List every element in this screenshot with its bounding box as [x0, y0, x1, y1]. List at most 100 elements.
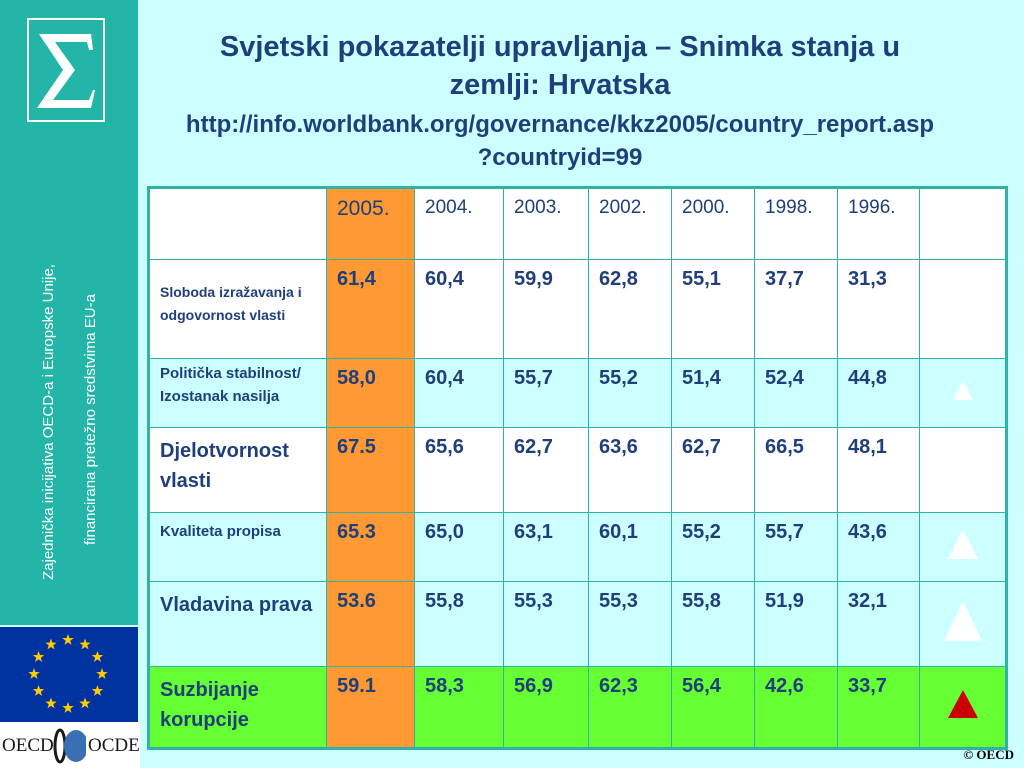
- header-trend-cell: [919, 187, 1007, 260]
- value-1996: 32,1: [837, 581, 920, 667]
- value-2000: 55,2: [671, 512, 755, 582]
- value-2003: 55,3: [503, 581, 589, 667]
- value-1998: 51,9: [754, 581, 838, 667]
- eu-star-icon: [62, 702, 74, 713]
- value-2003: 63,1: [503, 512, 589, 582]
- value-2004: 65,0: [414, 512, 504, 582]
- eu-star-icon: [32, 651, 45, 662]
- year-header-2003: 2003.: [503, 187, 589, 260]
- sigma-icon: [37, 34, 95, 108]
- value-2005: 61,4: [326, 259, 415, 359]
- value-1998: 37,7: [754, 259, 838, 359]
- value-2004: 55,8: [414, 581, 504, 667]
- value-1998: 52,4: [754, 358, 838, 428]
- value-2004: 60,4: [414, 358, 504, 428]
- year-header-2000: 2000.: [671, 187, 755, 260]
- eu-star-icon: [45, 638, 57, 650]
- value-1996: 43,6: [837, 512, 920, 582]
- row-label: Politička stabilnost/ Izostanak nasilja: [148, 358, 327, 428]
- value-2004: 58,3: [414, 666, 504, 749]
- value-1996: 48,1: [837, 427, 920, 513]
- value-2003: 62,7: [503, 427, 589, 513]
- value-2004: 60,4: [414, 259, 504, 359]
- eu-star-icon: [91, 685, 104, 696]
- value-2002: 55,3: [588, 581, 672, 667]
- url-line-2[interactable]: ?countryid=99: [477, 144, 643, 171]
- value-2005: 65.3: [326, 512, 415, 582]
- trend-cell: [919, 358, 1007, 428]
- value-1998: 55,7: [754, 512, 838, 582]
- oecd-emblem-icon: [53, 728, 86, 764]
- oecd-logo: OECD OCDE: [0, 722, 140, 768]
- source-url[interactable]: http://info.worldbank.org/governance/kkz…: [150, 108, 970, 174]
- row-label: Kvaliteta propisa: [148, 512, 327, 582]
- value-1996: 31,3: [837, 259, 920, 359]
- table-row: Djelotvornost vlasti 67.5 65,6 62,7 63,6…: [148, 427, 1007, 513]
- value-2002: 62,8: [588, 259, 672, 359]
- value-1996: 44,8: [837, 358, 920, 428]
- table-row: Vladavina prava 53.6 55,8 55,3 55,3 55,8…: [148, 581, 1007, 667]
- value-2005: 58,0: [326, 358, 415, 428]
- header-empty-cell: [148, 187, 327, 260]
- value-2000: 55,8: [671, 581, 755, 667]
- value-1998: 66,5: [754, 427, 838, 513]
- eu-star-icon: [32, 685, 45, 696]
- trend-cell: [919, 512, 1007, 582]
- sidebar: Zajednička inicijativa OECD-a i Europske…: [0, 0, 138, 625]
- eu-flag: [0, 627, 138, 722]
- value-2003: 56,9: [503, 666, 589, 749]
- title-line-1: Svjetski pokazatelji upravljanja – Snimk…: [219, 31, 901, 63]
- row-label: Djelotvornost vlasti: [148, 427, 327, 513]
- sidebar-text-line1: Zajednička inicijativa OECD-a i Europske…: [40, 264, 57, 580]
- eu-star-icon: [96, 668, 108, 679]
- eu-star-icon: [45, 697, 57, 709]
- oecd-logo-left-text: OECD: [2, 735, 54, 756]
- eu-star-icon: [28, 668, 40, 679]
- trend-cell: ↑: [919, 259, 1007, 359]
- eu-stars-icon: [28, 634, 108, 713]
- year-header-2002: 2002.: [588, 187, 672, 260]
- value-2002: 62,3: [588, 666, 672, 749]
- year-header-2004: 2004.: [414, 187, 504, 260]
- eu-star-icon: [62, 634, 74, 645]
- trend-up-red-icon: [947, 690, 978, 718]
- value-2004: 65,6: [414, 427, 504, 513]
- sidebar-text-line2: financirana pretežno sredstvima EU-a: [82, 294, 99, 545]
- table-row: Suzbijanje korupcije 59.1 58,3 56,9 62,3…: [148, 666, 1007, 749]
- trend-cell: [919, 581, 1007, 667]
- value-2000: 62,7: [671, 427, 755, 513]
- value-2005: 67.5: [326, 427, 415, 513]
- value-2005: 53.6: [326, 581, 415, 667]
- page-title: Svjetski pokazatelji upravljanja – Snimk…: [150, 28, 970, 104]
- table-row: Kvaliteta propisa 65.3 65,0 63,1 60,1 55…: [148, 512, 1007, 582]
- value-2002: 55,2: [588, 358, 672, 428]
- eu-star-icon: [79, 638, 91, 650]
- value-2000: 56,4: [671, 666, 755, 749]
- row-label: Suzbijanje korupcije: [148, 666, 327, 749]
- row-label: Sloboda izražavanja i odgovornost vlasti: [148, 259, 327, 359]
- trend-up-icon: [952, 380, 973, 400]
- url-line-1[interactable]: http://info.worldbank.org/governance/kkz…: [185, 111, 935, 138]
- title-line-2: zemlji: Hrvatska: [449, 69, 671, 101]
- value-1996: 33,7: [837, 666, 920, 749]
- table-header-row: 2005. 2004. 2003. 2002. 2000. 1998. 1996…: [148, 187, 1007, 260]
- trend-up-icon: [943, 601, 982, 641]
- oecd-logo-right-text: OCDE: [88, 735, 140, 756]
- year-header-2005: 2005.: [326, 187, 415, 260]
- copyright: © OECD: [963, 747, 1014, 762]
- trend-up-icon: [943, 447, 982, 487]
- year-header-1998: 1998.: [754, 187, 838, 260]
- value-2000: 51,4: [671, 358, 755, 428]
- value-2002: 63,6: [588, 427, 672, 513]
- trend-cell: [919, 666, 1007, 749]
- up-arrow-icon: ↑: [937, 301, 950, 331]
- value-2005: 59.1: [326, 666, 415, 749]
- value-2000: 55,1: [671, 259, 755, 359]
- trend-cell: [919, 427, 1007, 513]
- sigma-logo: [27, 18, 105, 122]
- value-1998: 42,6: [754, 666, 838, 749]
- row-label: Vladavina prava: [148, 581, 327, 667]
- eu-star-icon: [91, 651, 104, 662]
- eu-star-icon: [79, 697, 91, 709]
- trend-up-icon: [947, 529, 978, 559]
